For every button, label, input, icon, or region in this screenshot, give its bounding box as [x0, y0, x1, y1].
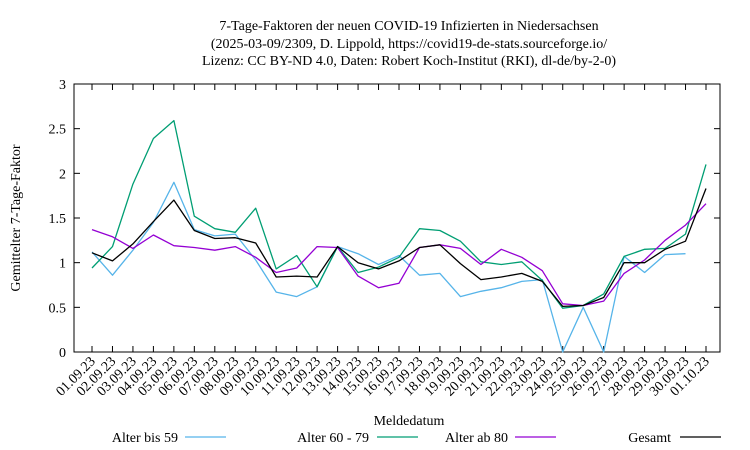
y-tick-label: 3: [59, 78, 66, 93]
series-line-alter-ab-80: [91, 203, 707, 307]
legend: Alter bis 59 Alter 60 - 79 Alter ab 80 Gesa…: [112, 431, 721, 446]
y-tick-label: 2: [59, 167, 66, 182]
plot-area: 00.511.522.5301.09.2302.09.2303.09.2304.…: [49, 78, 721, 399]
series-line-gesamt: [91, 188, 707, 308]
y-axis-label: Gemittelter 7-Tage-Faktor: [9, 144, 24, 291]
legend-label-alter-ab-80: Alter ab 80: [445, 431, 508, 446]
y-tick-label: 0: [59, 346, 66, 361]
chart-title-line-3: Lizenz: CC BY-ND 4.0, Daten: Robert Koch…: [202, 54, 616, 69]
chart-title-line-1: 7-Tage-Faktoren der neuen COVID-19 Infiz…: [219, 19, 598, 34]
y-tick-label: 0.5: [49, 301, 67, 316]
plot-frame: [73, 83, 721, 353]
series-line-alter-bis-59: [91, 181, 686, 353]
y-tick-label: 2.5: [49, 123, 67, 138]
x-axis-label: Meldedatum: [374, 414, 445, 429]
legend-label-gesamt: Gesamt: [628, 431, 671, 446]
legend-label-alter-60-79: Alter 60 - 79: [297, 431, 369, 446]
y-tick-label: 1: [59, 257, 66, 272]
legend-label-alter-bis-59: Alter bis 59: [112, 431, 178, 446]
chart-title-line-2: (2025-03-09/2309, D. Lippold, https://co…: [211, 37, 607, 52]
series-line-alter-60-79: [91, 119, 707, 309]
y-tick-label: 1.5: [49, 212, 67, 227]
